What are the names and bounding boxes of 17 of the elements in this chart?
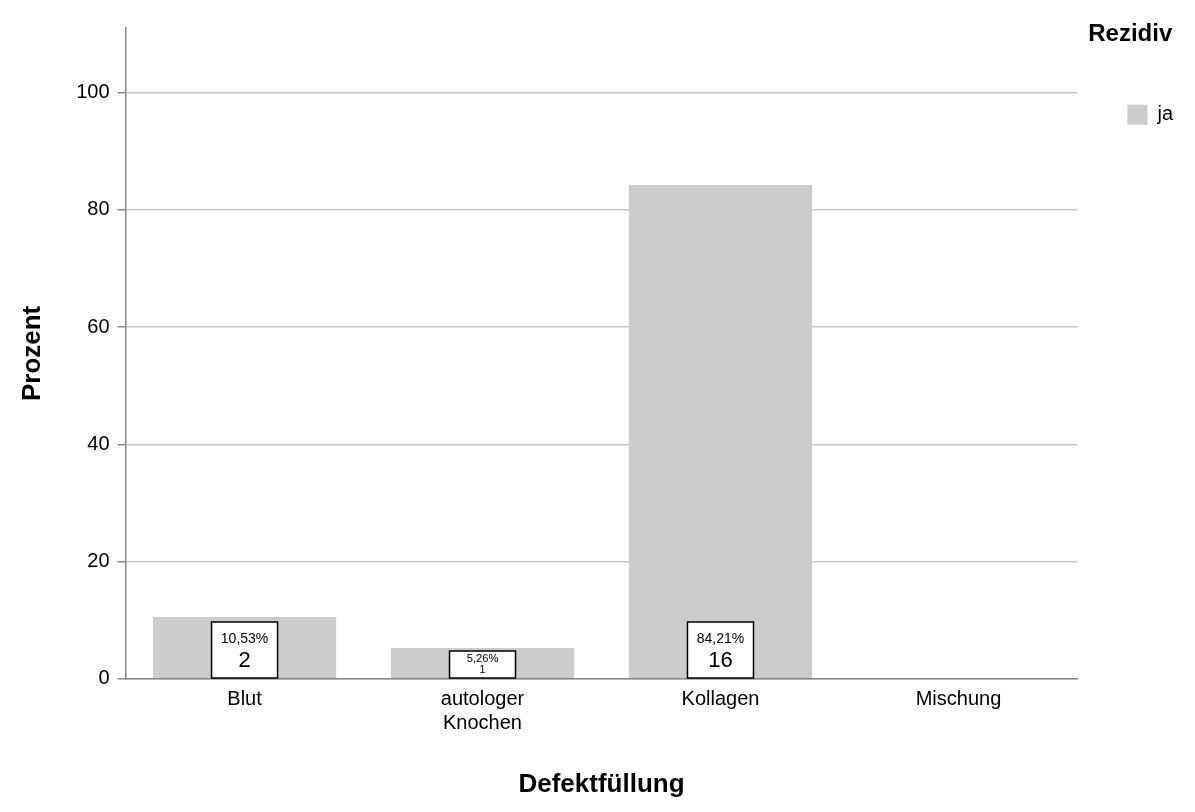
y-tick-label: 80 xyxy=(87,197,110,220)
data-label: 5,26% 1 xyxy=(466,652,499,675)
data-label: 10,53% 2 xyxy=(220,629,269,673)
legend-label: ja xyxy=(1156,102,1174,125)
y-tick-label: 60 xyxy=(87,314,110,337)
y-tick-label: 40 xyxy=(87,431,110,454)
y-tick-label: 20 xyxy=(87,549,110,572)
data-label: 84,21% 16 xyxy=(696,629,745,673)
legend-title: Rezidiv xyxy=(1088,18,1173,46)
y-axis-title: Prozent xyxy=(15,305,46,402)
x-tick-label: autologer Knochen xyxy=(440,687,525,734)
x-tick-label: Mischung xyxy=(915,687,1002,710)
y-tick-label: 100 xyxy=(76,80,110,103)
x-axis-title: Defektfüllung xyxy=(518,767,685,798)
x-tick-label: Blut xyxy=(227,687,263,710)
x-tick-label: Kollagen xyxy=(681,687,760,710)
y-tick-label: 0 xyxy=(98,666,110,689)
